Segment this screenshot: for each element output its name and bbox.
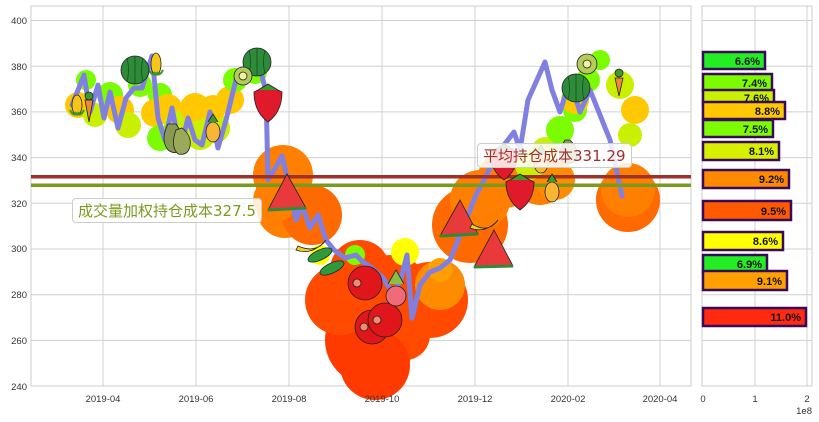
bar-label: 9.5% — [761, 206, 786, 218]
watermelon-icon — [242, 47, 272, 77]
kiwi-icon — [576, 53, 598, 75]
x-tick-label: 2019-08 — [272, 394, 307, 405]
strawberry-icon — [505, 173, 535, 211]
volume-bar — [701, 199, 793, 222]
y-tick-label: 300 — [11, 244, 27, 255]
bar-x-axis: 0 1 2 1e8 — [700, 394, 812, 417]
volume-bar — [701, 306, 808, 328]
y-tick-label: 320 — [11, 199, 27, 210]
carrot-icon — [84, 91, 94, 123]
fruit-markers — [69, 47, 624, 345]
apple-icon — [367, 302, 403, 338]
watermelon-slice-icon — [267, 173, 307, 212]
y-tick-label: 340 — [11, 153, 27, 164]
x-tick-label: 2020-02 — [551, 394, 586, 405]
vwap-cost-label: 成交量加权持仓成本327.5 — [72, 198, 262, 223]
apple-icon — [347, 265, 383, 301]
bar-label: 7.5% — [743, 124, 768, 136]
y-tick-label: 380 — [11, 62, 27, 73]
bar-label: 8.6% — [753, 236, 778, 248]
price-line — [69, 53, 625, 321]
volume-bar — [701, 50, 767, 71]
y-tick-label: 400 — [11, 16, 27, 27]
volume-bar — [701, 168, 791, 190]
kiwi-icon — [233, 66, 253, 86]
volume-bar — [701, 118, 775, 139]
x-tick-label: 0 — [700, 394, 705, 405]
bar-label: 7.6% — [744, 93, 769, 105]
volume-bar — [701, 140, 781, 162]
watermelon-slice-icon — [439, 199, 479, 238]
bar-labels: 6.6% 7.4% 7.6% 8.8% 7.5% 8.1% 9.2% 9.5% … — [735, 56, 801, 324]
watermelon-slice-icon — [473, 229, 514, 269]
y-tick-label: 280 — [11, 290, 27, 301]
corn-icon — [148, 52, 164, 76]
bar-label: 8.8% — [755, 106, 780, 118]
bar-label: 7.4% — [742, 78, 767, 90]
volume-profile-panel: 6.6% 7.4% 7.6% 8.8% 7.5% 8.1% 9.2% 9.5% … — [700, 5, 813, 417]
bar-label: 6.9% — [737, 259, 762, 271]
x-tick-label: 2019-04 — [86, 394, 121, 405]
volume-bar — [701, 230, 785, 252]
pineapple-icon — [544, 173, 560, 203]
y-tick-label: 260 — [11, 336, 27, 347]
x-tick-label: 2 — [804, 394, 809, 405]
bar-label: 6.6% — [735, 56, 760, 68]
volume-bar — [701, 269, 789, 292]
carrot-icon — [614, 68, 624, 97]
strawberry-icon — [253, 83, 283, 123]
peas-icon — [307, 247, 345, 276]
watermelon-icon — [561, 73, 591, 103]
x-axis: 2019-04 2019-06 2019-08 2019-10 2019-12 … — [86, 394, 678, 405]
banana-icon — [295, 239, 327, 253]
x-tick-label: 1 — [752, 394, 757, 405]
pear-icon — [163, 123, 191, 155]
axis-scale-label: 1e8 — [796, 406, 812, 417]
watermelon-icon — [120, 55, 150, 85]
bar-label: 11.0% — [770, 312, 801, 324]
bar-label: 8.1% — [749, 146, 774, 158]
x-tick-label: 2019-06 — [179, 394, 214, 405]
x-tick-label: 2020-04 — [643, 394, 678, 405]
banana-icon — [469, 219, 499, 231]
y-tick-label: 240 — [11, 382, 27, 393]
bar-label: 9.1% — [757, 276, 782, 288]
y-axis: 400 380 360 340 320 300 280 260 240 — [11, 16, 27, 393]
main-plot: 400 380 360 340 320 300 280 260 240 2019… — [11, 5, 692, 405]
avg-cost-label: 平均持仓成本331.29 — [477, 143, 632, 168]
pineapple-icon — [205, 113, 221, 143]
bar-label: 9.2% — [759, 174, 784, 186]
volume-bars — [701, 50, 808, 328]
radish-icon — [385, 269, 407, 307]
x-tick-label: 2019-10 — [365, 394, 400, 405]
y-tick-label: 360 — [11, 107, 27, 118]
corn-icon — [69, 94, 85, 116]
x-tick-label: 2019-12 — [458, 394, 493, 405]
